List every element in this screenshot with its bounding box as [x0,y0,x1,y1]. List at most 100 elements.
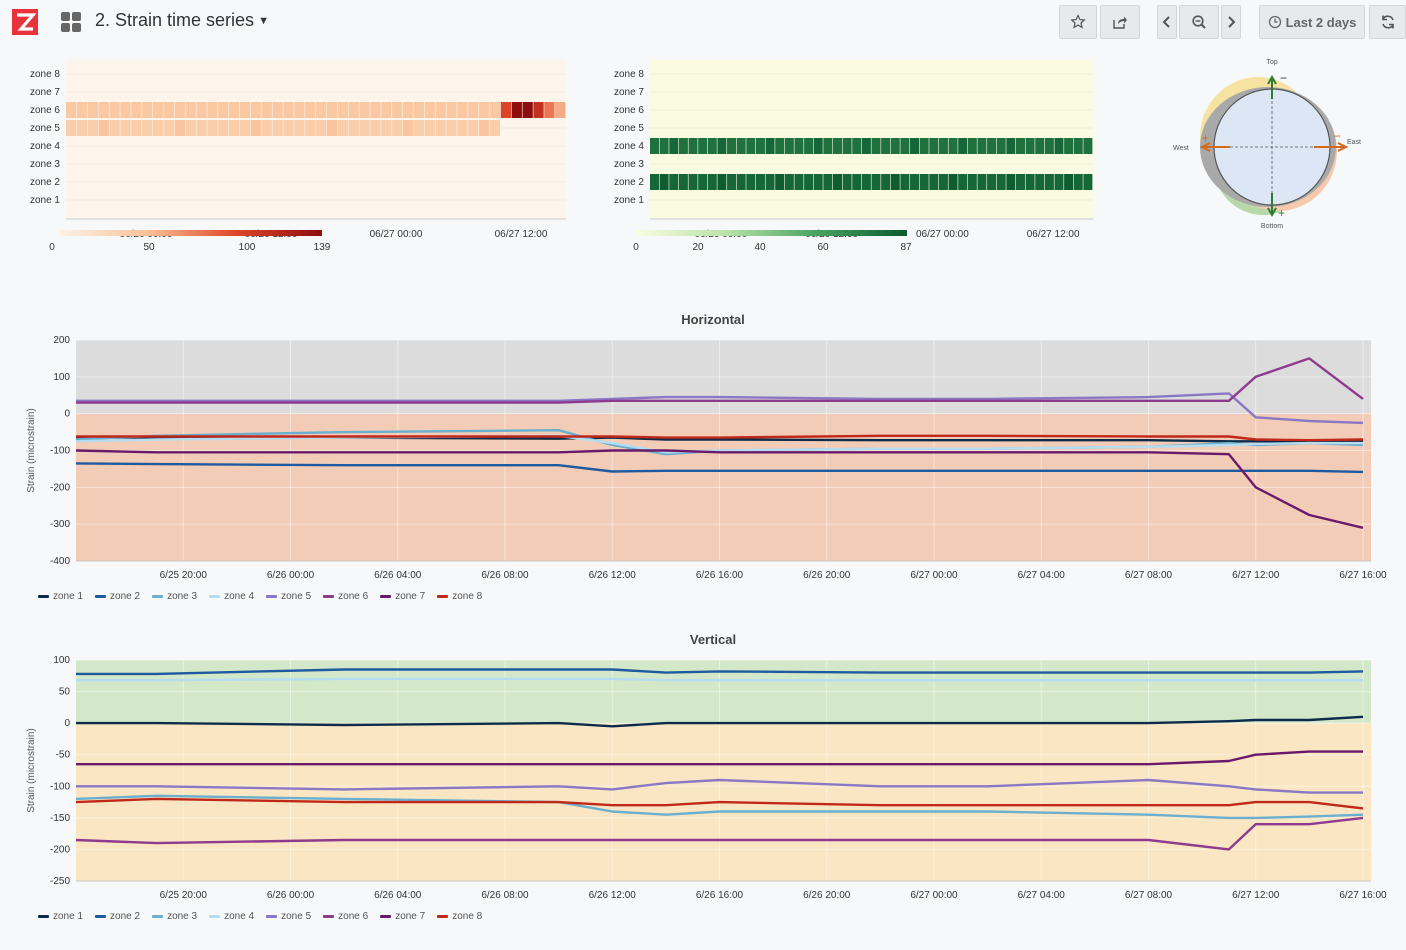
legend-item[interactable]: zone 2 [95,591,140,602]
heatmap-cell[interactable] [1083,174,1093,190]
heatmap-cell[interactable] [174,102,185,118]
heatmap-cell[interactable] [229,102,240,118]
heatmap-cell[interactable] [881,138,891,154]
heatmap-cell[interactable] [698,138,708,154]
heatmap-cell[interactable] [881,174,891,190]
app-logo-icon[interactable] [12,9,38,35]
heatmap-cell[interactable] [1025,174,1035,190]
heatmap-cell[interactable] [152,102,164,118]
heatmap-cell[interactable] [250,102,262,118]
heatmap-cell[interactable] [996,138,1006,154]
heatmap-cell[interactable] [326,120,338,136]
heatmap-cell[interactable] [1015,174,1025,190]
heatmap-cell[interactable] [272,102,283,118]
heatmap-cell[interactable] [765,138,775,154]
heatmap-cell[interactable] [1054,138,1064,154]
heatmap-cell[interactable] [174,120,185,136]
heatmap-cell[interactable] [142,102,153,118]
heatmap-cell[interactable] [765,174,775,190]
series-line-zone-6[interactable] [75,816,1364,851]
legend-item[interactable]: zone 3 [152,911,197,922]
heatmap-cell[interactable] [435,102,446,118]
heatmap-cell[interactable] [196,120,207,136]
series-line-zone-5[interactable] [76,392,1364,425]
heatmap-cell[interactable] [929,138,939,154]
heatmap-cell[interactable] [804,138,814,154]
heatmap-cell[interactable] [842,138,852,154]
heatmap-cell[interactable] [775,138,785,154]
heatmap-cell[interactable] [717,138,727,154]
heatmap-cell[interactable] [305,120,316,136]
heatmap-cell[interactable] [938,138,948,154]
heatmap-cell[interactable] [871,138,881,154]
legend-item[interactable]: zone 2 [95,911,140,922]
legend-item[interactable]: zone 3 [152,591,197,602]
heatmap-cell[interactable] [511,102,522,118]
heatmap-cell[interactable] [468,102,479,118]
heatmap-cell[interactable] [348,102,359,118]
legend-item[interactable]: zone 4 [209,591,254,602]
heatmap-cell[interactable] [239,102,251,118]
heatmap-cell[interactable] [261,102,272,118]
heatmap-cell[interactable] [890,138,900,154]
heatmap-cell[interactable] [678,174,688,190]
heatmap-cell[interactable] [698,174,708,190]
heatmap-cell[interactable] [852,138,862,154]
heatmap-cell[interactable] [381,102,392,118]
heatmap-cell[interactable] [468,120,479,136]
heatmap-cell[interactable] [1015,138,1025,154]
heatmap-cell[interactable] [76,102,88,118]
heatmap-cell[interactable] [1083,138,1093,154]
heatmap-cell[interactable] [823,174,833,190]
heatmap-cell[interactable] [207,102,218,118]
heatmap-cell[interactable] [316,102,327,118]
heatmap-cell[interactable] [142,120,153,136]
series-line-zone-1[interactable] [76,715,1364,728]
heatmap-cell[interactable] [250,120,262,136]
heatmap-cell[interactable] [446,102,457,118]
heatmap-cell[interactable] [489,120,501,136]
heatmap-cell[interactable] [131,120,142,136]
heatmap-cell[interactable] [435,120,446,136]
heatmap-cell[interactable] [294,120,305,136]
heatmap-cell[interactable] [98,120,109,136]
legend-item[interactable]: zone 7 [380,911,425,922]
heatmap-cell[interactable] [746,174,756,190]
heatmap-cell[interactable] [348,120,359,136]
heatmap-cell[interactable] [370,120,381,136]
heatmap-cell[interactable] [185,102,196,118]
heatmap-cell[interactable] [948,138,958,154]
heatmap-cell[interactable] [76,120,88,136]
heatmap-cell[interactable] [987,174,997,190]
heatmap-cell[interactable] [861,174,871,190]
heatmap-cell[interactable] [87,102,99,118]
heatmap-cell[interactable] [977,174,987,190]
heatmap-cell[interactable] [489,102,501,118]
heatmap-cell[interactable] [794,174,804,190]
heatmap-cell[interactable] [707,138,717,154]
heatmap-cell[interactable] [958,138,968,154]
share-button[interactable] [1100,5,1140,39]
heatmap-cell[interactable] [163,102,175,118]
heatmap-cell[interactable] [861,138,871,154]
heatmap-cell[interactable] [305,102,316,118]
heatmap-cell[interactable] [152,120,164,136]
heatmap-cell[interactable] [1006,174,1016,190]
series-line-zone-8[interactable] [76,434,1364,442]
heatmap-cell[interactable] [424,120,435,136]
heatmap-cell[interactable] [650,138,660,154]
heatmap-cell[interactable] [283,120,294,136]
heatmap-cell[interactable] [457,102,468,118]
heatmap-cell[interactable] [910,138,920,154]
heatmap-cell[interactable] [1054,174,1064,190]
time-back-button[interactable] [1157,5,1177,39]
heatmap-cell[interactable] [66,102,77,118]
heatmap-cell[interactable] [359,102,370,118]
heatmap-cell[interactable] [316,120,327,136]
heatmap-cell[interactable] [229,120,240,136]
heatmap-cell[interactable] [794,138,804,154]
heatmap-cell[interactable] [669,174,679,190]
heatmap-cell[interactable] [66,120,77,136]
heatmap-cell[interactable] [967,174,977,190]
heatmap-cell[interactable] [1064,174,1074,190]
